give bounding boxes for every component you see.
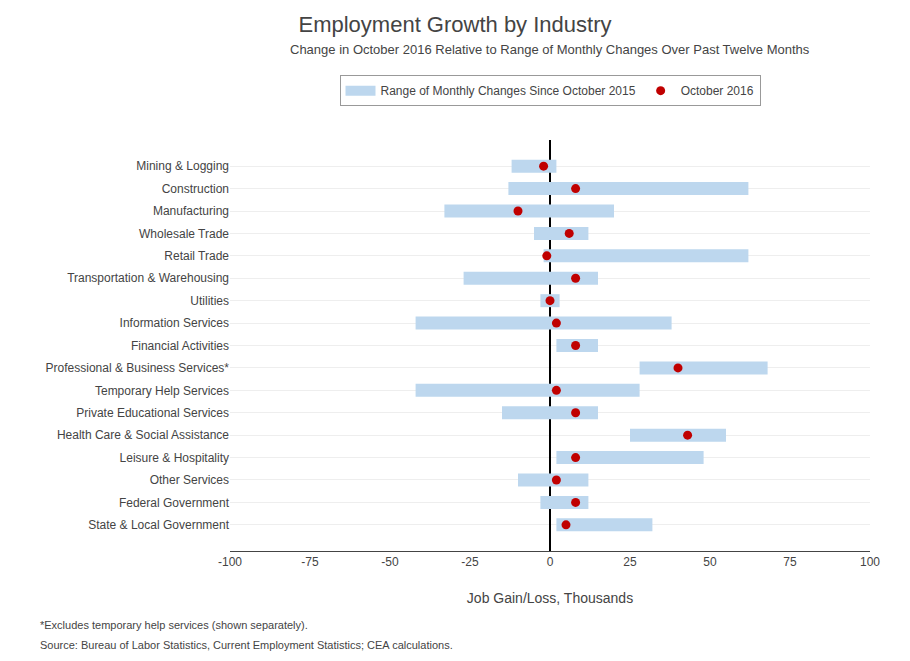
svg-text:Job Gain/Loss, Thousands: Job Gain/Loss, Thousands	[467, 590, 633, 606]
svg-text:Range of Monthly Changes Since: Range of Monthly Changes Since October 2…	[381, 84, 636, 98]
svg-text:Construction: Construction	[162, 182, 229, 196]
svg-text:0: 0	[547, 555, 554, 569]
svg-text:Mining & Logging: Mining & Logging	[136, 159, 229, 173]
svg-text:Private Educational Services: Private Educational Services	[76, 406, 229, 420]
svg-text:Other Services: Other Services	[150, 473, 229, 487]
svg-text:Employment Growth by Industry: Employment Growth by Industry	[298, 12, 611, 37]
svg-text:Transportation & Warehousing: Transportation & Warehousing	[67, 271, 229, 285]
svg-text:*Excludes temporary help servi: *Excludes temporary help services (shown…	[40, 619, 308, 631]
svg-text:State & Local Government: State & Local Government	[88, 518, 229, 532]
svg-text:-75: -75	[301, 555, 319, 569]
svg-text:Professional & Business Servic: Professional & Business Services*	[46, 361, 230, 375]
svg-text:Manufacturing: Manufacturing	[153, 204, 229, 218]
svg-text:Federal Government: Federal Government	[119, 496, 230, 510]
svg-text:Utilities: Utilities	[190, 294, 229, 308]
svg-text:October 2016: October 2016	[681, 84, 754, 98]
svg-text:-50: -50	[381, 555, 399, 569]
svg-text:25: 25	[623, 555, 637, 569]
svg-text:100: 100	[860, 555, 880, 569]
svg-text:Health Care & Social Assistanc: Health Care & Social Assistance	[57, 428, 229, 442]
svg-text:Temporary Help Services: Temporary Help Services	[95, 384, 229, 398]
svg-text:50: 50	[703, 555, 717, 569]
svg-text:Leisure & Hospitality: Leisure & Hospitality	[120, 451, 229, 465]
svg-text:75: 75	[783, 555, 797, 569]
svg-text:Information Services: Information Services	[120, 316, 229, 330]
svg-text:Source: Bureau of Labor Statis: Source: Bureau of Labor Statistics, Curr…	[40, 639, 453, 651]
svg-text:Change in October 2016 Relativ: Change in October 2016 Relative to Range…	[290, 42, 810, 57]
svg-text:Financial Activities: Financial Activities	[131, 339, 229, 353]
svg-text:Retail Trade: Retail Trade	[164, 249, 229, 263]
svg-text:-25: -25	[461, 555, 479, 569]
svg-text:-100: -100	[218, 555, 242, 569]
svg-text:Wholesale Trade: Wholesale Trade	[139, 227, 229, 241]
